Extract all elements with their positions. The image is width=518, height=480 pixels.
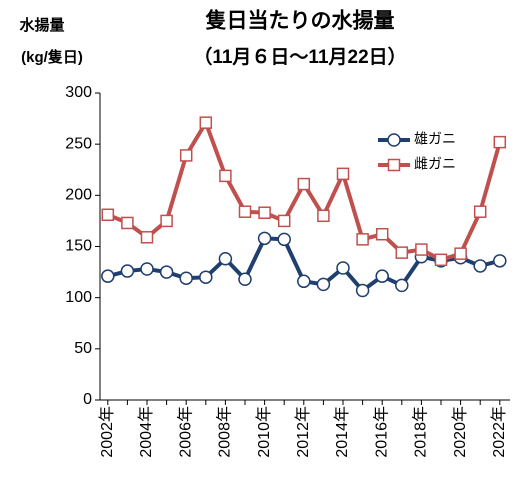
data-point bbox=[473, 205, 487, 218]
data-point bbox=[199, 270, 213, 284]
data-point bbox=[387, 158, 401, 172]
data-point bbox=[493, 254, 507, 268]
y-tick-label: 0 bbox=[83, 391, 92, 408]
data-point bbox=[277, 232, 291, 247]
x-tick-label: 2022年 bbox=[490, 406, 508, 458]
data-point bbox=[140, 262, 154, 276]
data-point bbox=[473, 259, 487, 273]
data-point bbox=[387, 133, 401, 147]
x-tick-label: 2018年 bbox=[412, 406, 430, 458]
data-point bbox=[238, 272, 252, 286]
x-tick-label: 2016年 bbox=[372, 406, 390, 458]
data-point bbox=[434, 253, 448, 267]
x-tick-label: 2004年 bbox=[137, 406, 155, 458]
y-axis-unit: (kg/隻日) bbox=[21, 48, 83, 66]
legend-label: 雌ガニ bbox=[414, 156, 456, 172]
data-point bbox=[336, 167, 350, 181]
x-tick-label: 2010年 bbox=[255, 406, 273, 458]
data-point bbox=[355, 283, 370, 298]
data-point bbox=[101, 269, 115, 283]
data-point bbox=[140, 231, 154, 244]
y-tick-label: 50 bbox=[74, 340, 92, 357]
data-point bbox=[454, 247, 467, 260]
y-tick-label: 200 bbox=[65, 187, 92, 204]
y-axis-label: 水揚量 bbox=[19, 16, 64, 34]
data-point bbox=[415, 243, 428, 256]
data-point bbox=[336, 261, 350, 275]
data-point bbox=[238, 205, 252, 218]
legend-label: 雄ガニ bbox=[414, 131, 456, 147]
data-point bbox=[297, 177, 311, 191]
data-point bbox=[159, 265, 174, 279]
y-tick-label: 100 bbox=[65, 289, 92, 306]
data-point bbox=[316, 277, 331, 292]
data-point bbox=[375, 227, 389, 241]
x-tick-label: 2006年 bbox=[176, 406, 194, 458]
x-tick-label: 2014年 bbox=[333, 406, 351, 458]
data-point bbox=[179, 271, 193, 285]
data-point bbox=[258, 206, 271, 219]
data-point bbox=[277, 214, 291, 228]
data-point bbox=[120, 264, 135, 278]
data-point bbox=[218, 252, 233, 266]
chart-subtitle: （11月６日～11月22日） bbox=[193, 45, 406, 68]
x-tick-label: 2002年 bbox=[98, 406, 116, 458]
data-point bbox=[375, 269, 389, 283]
data-point bbox=[160, 214, 173, 228]
x-tick-label: 2020年 bbox=[451, 406, 469, 458]
x-tick-label: 2008年 bbox=[216, 406, 234, 458]
data-point bbox=[257, 231, 272, 246]
x-tick-label: 2012年 bbox=[294, 406, 312, 458]
data-point bbox=[121, 216, 134, 230]
chart-title: 隻日当たりの水揚量 bbox=[205, 9, 395, 33]
y-tick-label: 250 bbox=[65, 135, 92, 152]
data-point bbox=[395, 278, 409, 293]
data-point bbox=[199, 116, 213, 129]
data-point bbox=[356, 233, 369, 246]
data-point bbox=[101, 208, 115, 222]
data-point bbox=[297, 274, 311, 289]
y-tick-label: 150 bbox=[65, 238, 92, 255]
y-tick-label: 300 bbox=[65, 84, 92, 101]
data-point bbox=[317, 209, 330, 223]
data-point bbox=[219, 169, 232, 183]
data-point bbox=[493, 135, 507, 149]
data-point bbox=[395, 246, 409, 259]
data-point bbox=[179, 149, 193, 162]
